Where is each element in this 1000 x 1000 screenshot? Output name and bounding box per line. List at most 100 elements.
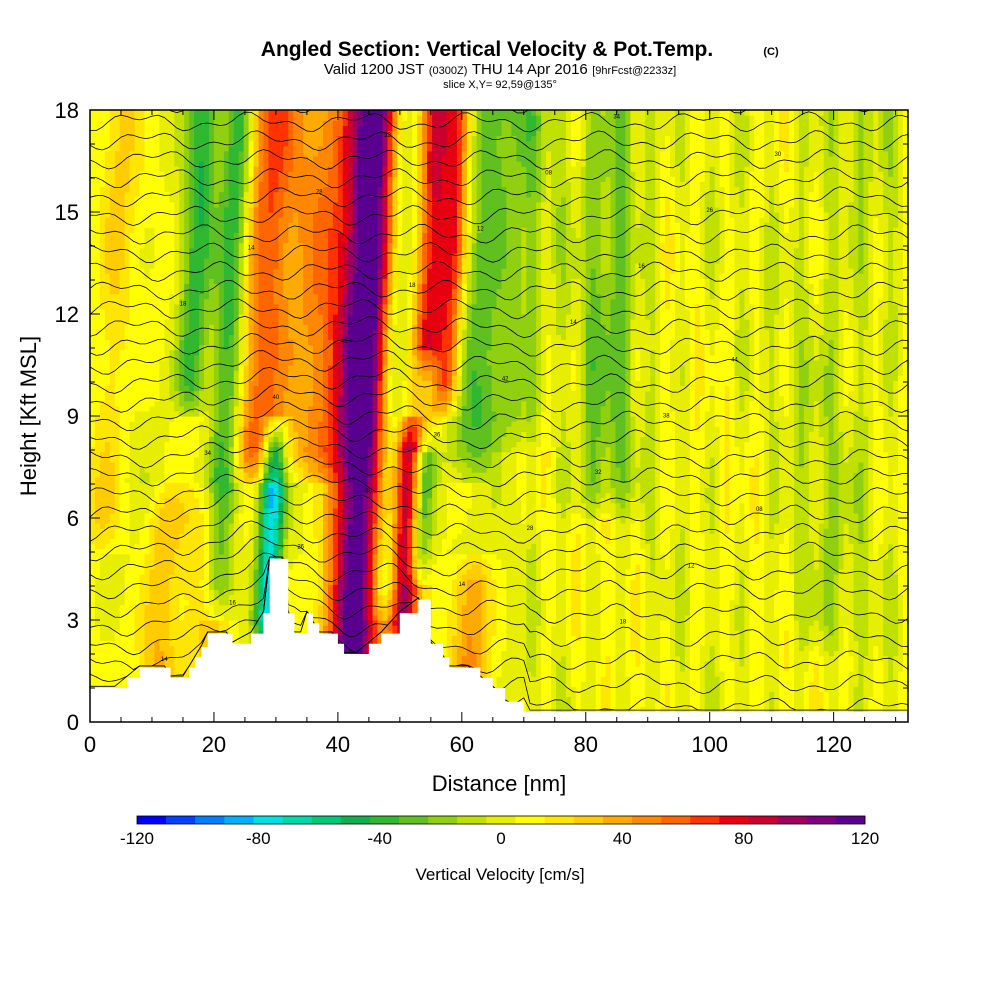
- heat-cell: [99, 620, 106, 626]
- heat-cell: [209, 492, 215, 499]
- heat-cell: [199, 410, 205, 417]
- heat-cell: [243, 426, 250, 432]
- heat-cell: [104, 263, 111, 269]
- heat-cell: [184, 263, 190, 269]
- heat-cell: [174, 385, 180, 392]
- heat-cell: [209, 334, 215, 341]
- heat-cell: [119, 237, 126, 244]
- heat-cell: [288, 334, 294, 341]
- heat-cell: [233, 421, 240, 427]
- heat-cell: [99, 569, 106, 575]
- heat-cell: [179, 293, 185, 300]
- heat-cell: [109, 676, 116, 682]
- heat-cell: [109, 533, 116, 539]
- heat-cell: [99, 665, 106, 672]
- heat-cell: [139, 584, 146, 590]
- heat-cell: [228, 324, 235, 330]
- heat-cell: [268, 370, 275, 376]
- heat-cell: [233, 206, 240, 213]
- heat-cell: [199, 206, 205, 213]
- heat-cell: [218, 589, 225, 596]
- heat-cell: [268, 390, 275, 397]
- heat-cell: [179, 201, 185, 208]
- heat-cell: [223, 446, 230, 453]
- heat-cell: [273, 512, 279, 519]
- heat-cell: [129, 150, 136, 157]
- heat-cell: [204, 257, 210, 264]
- heat-cell: [154, 125, 160, 131]
- heat-cell: [124, 283, 131, 290]
- heat-cell: [228, 212, 235, 218]
- heat-cell: [268, 553, 275, 560]
- heat-cell: [263, 125, 270, 131]
- heat-cell: [204, 548, 210, 555]
- heat-cell: [95, 461, 101, 468]
- heat-cell: [243, 263, 250, 269]
- heat-cell: [149, 329, 156, 335]
- heat-cell: [139, 380, 146, 386]
- heat-cell: [99, 308, 106, 315]
- heat-cell: [169, 472, 175, 478]
- heat-cell: [164, 252, 170, 259]
- heat-cell: [248, 115, 255, 121]
- heat-cell: [114, 599, 121, 606]
- heat-cell: [174, 579, 180, 585]
- heat-cell: [199, 446, 205, 453]
- heat-cell: [218, 548, 225, 555]
- heat-cell: [99, 502, 106, 509]
- heat-cell: [204, 186, 210, 193]
- heat-cell: [213, 375, 220, 381]
- heat-cell: [119, 120, 126, 126]
- heat-cell: [218, 329, 225, 335]
- heat-cell: [124, 446, 131, 453]
- heat-cell: [223, 242, 230, 249]
- heat-cell: [109, 446, 116, 453]
- heat-cell: [184, 166, 190, 172]
- heat-cell: [243, 385, 250, 392]
- heat-cell: [129, 359, 136, 366]
- heat-cell: [213, 110, 220, 116]
- heat-cell: [124, 288, 131, 295]
- heat-cell: [179, 227, 185, 233]
- heat-cell: [154, 273, 160, 279]
- heat-cell: [129, 339, 136, 346]
- heat-cell: [124, 334, 131, 341]
- heat-cell: [238, 518, 245, 524]
- heat-cell: [293, 436, 299, 443]
- heat-cell: [204, 589, 210, 596]
- heat-cell: [189, 523, 195, 529]
- heat-cell: [124, 599, 131, 606]
- heat-cell: [209, 110, 215, 116]
- heat-cell: [228, 110, 235, 116]
- heat-cell: [218, 512, 225, 519]
- heat-cell: [159, 263, 165, 269]
- heat-cell: [293, 630, 299, 636]
- heat-cell: [253, 456, 260, 463]
- heat-cell: [134, 242, 141, 249]
- heat-cell: [283, 314, 289, 320]
- heat-cell: [95, 288, 101, 295]
- heat-cell: [218, 257, 225, 264]
- heat-cell: [90, 293, 96, 300]
- heat-cell: [179, 263, 185, 269]
- heat-cell: [218, 380, 225, 386]
- heat-cell: [273, 206, 279, 213]
- heat-cell: [189, 268, 195, 274]
- heat-cell: [119, 405, 126, 412]
- heat-cell: [184, 548, 190, 555]
- heat-cell: [268, 161, 275, 167]
- heat-cell: [95, 650, 101, 657]
- heat-cell: [204, 574, 210, 580]
- heat-cell: [194, 237, 200, 244]
- heat-cell: [169, 507, 175, 514]
- heat-cell: [114, 604, 121, 611]
- heat-cell: [114, 186, 121, 193]
- heat-cell: [169, 655, 175, 662]
- heat-cell: [204, 518, 210, 524]
- heat-cell: [179, 436, 185, 443]
- heat-cell: [149, 120, 156, 126]
- heat-cell: [273, 375, 279, 381]
- heat-cell: [288, 171, 294, 177]
- heat-cell: [109, 359, 116, 366]
- heat-cell: [164, 334, 170, 341]
